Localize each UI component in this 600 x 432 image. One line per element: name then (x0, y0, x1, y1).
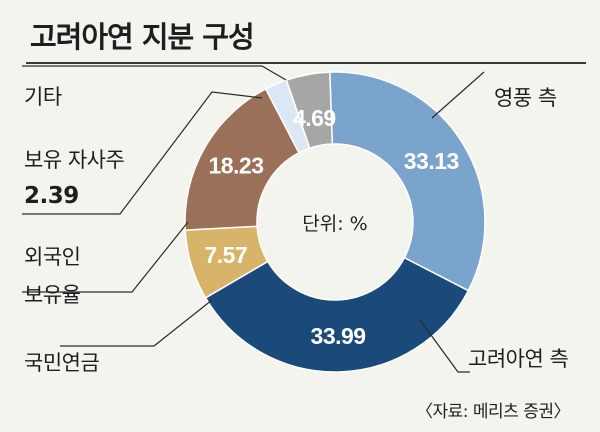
outside-value-label: 2.39 (24, 183, 79, 209)
outside-category-label: 외국인 (24, 245, 80, 269)
leader-line (60, 299, 213, 347)
leader-line (22, 91, 263, 215)
donut-slice-영풍-측 (328, 71, 486, 292)
outside-category-label: 보유 자사주 (24, 148, 124, 172)
chart-title: 고려아연 지분 구성 (30, 20, 255, 54)
slice-value-label: 4.69 (293, 105, 336, 131)
outside-category-label: 국민연금 (24, 351, 99, 375)
outside-category-label: 기타 (24, 85, 62, 109)
slice-value-label: 18.23 (208, 153, 263, 179)
leader-line (431, 71, 485, 119)
donut-slice-기타 (285, 71, 334, 150)
center-unit-label: 단위: % (302, 213, 367, 235)
leader-line (22, 65, 287, 81)
title-divider (26, 62, 586, 64)
donut-slice-고려아연-측 (204, 256, 470, 373)
outside-category-label: 고려아연 측 (468, 347, 568, 371)
source-note: 〈자료: 메리츠 증권〉 (415, 402, 571, 422)
leader-line (419, 319, 470, 373)
leader-line (22, 221, 189, 293)
outside-category-label: 영풍 측 (494, 86, 557, 110)
outside-category-label: 보유율 (24, 283, 81, 307)
slice-value-label: 33.99 (311, 323, 366, 349)
slice-value-label: 7.57 (204, 242, 247, 268)
slice-value-label: 33.13 (404, 148, 459, 174)
